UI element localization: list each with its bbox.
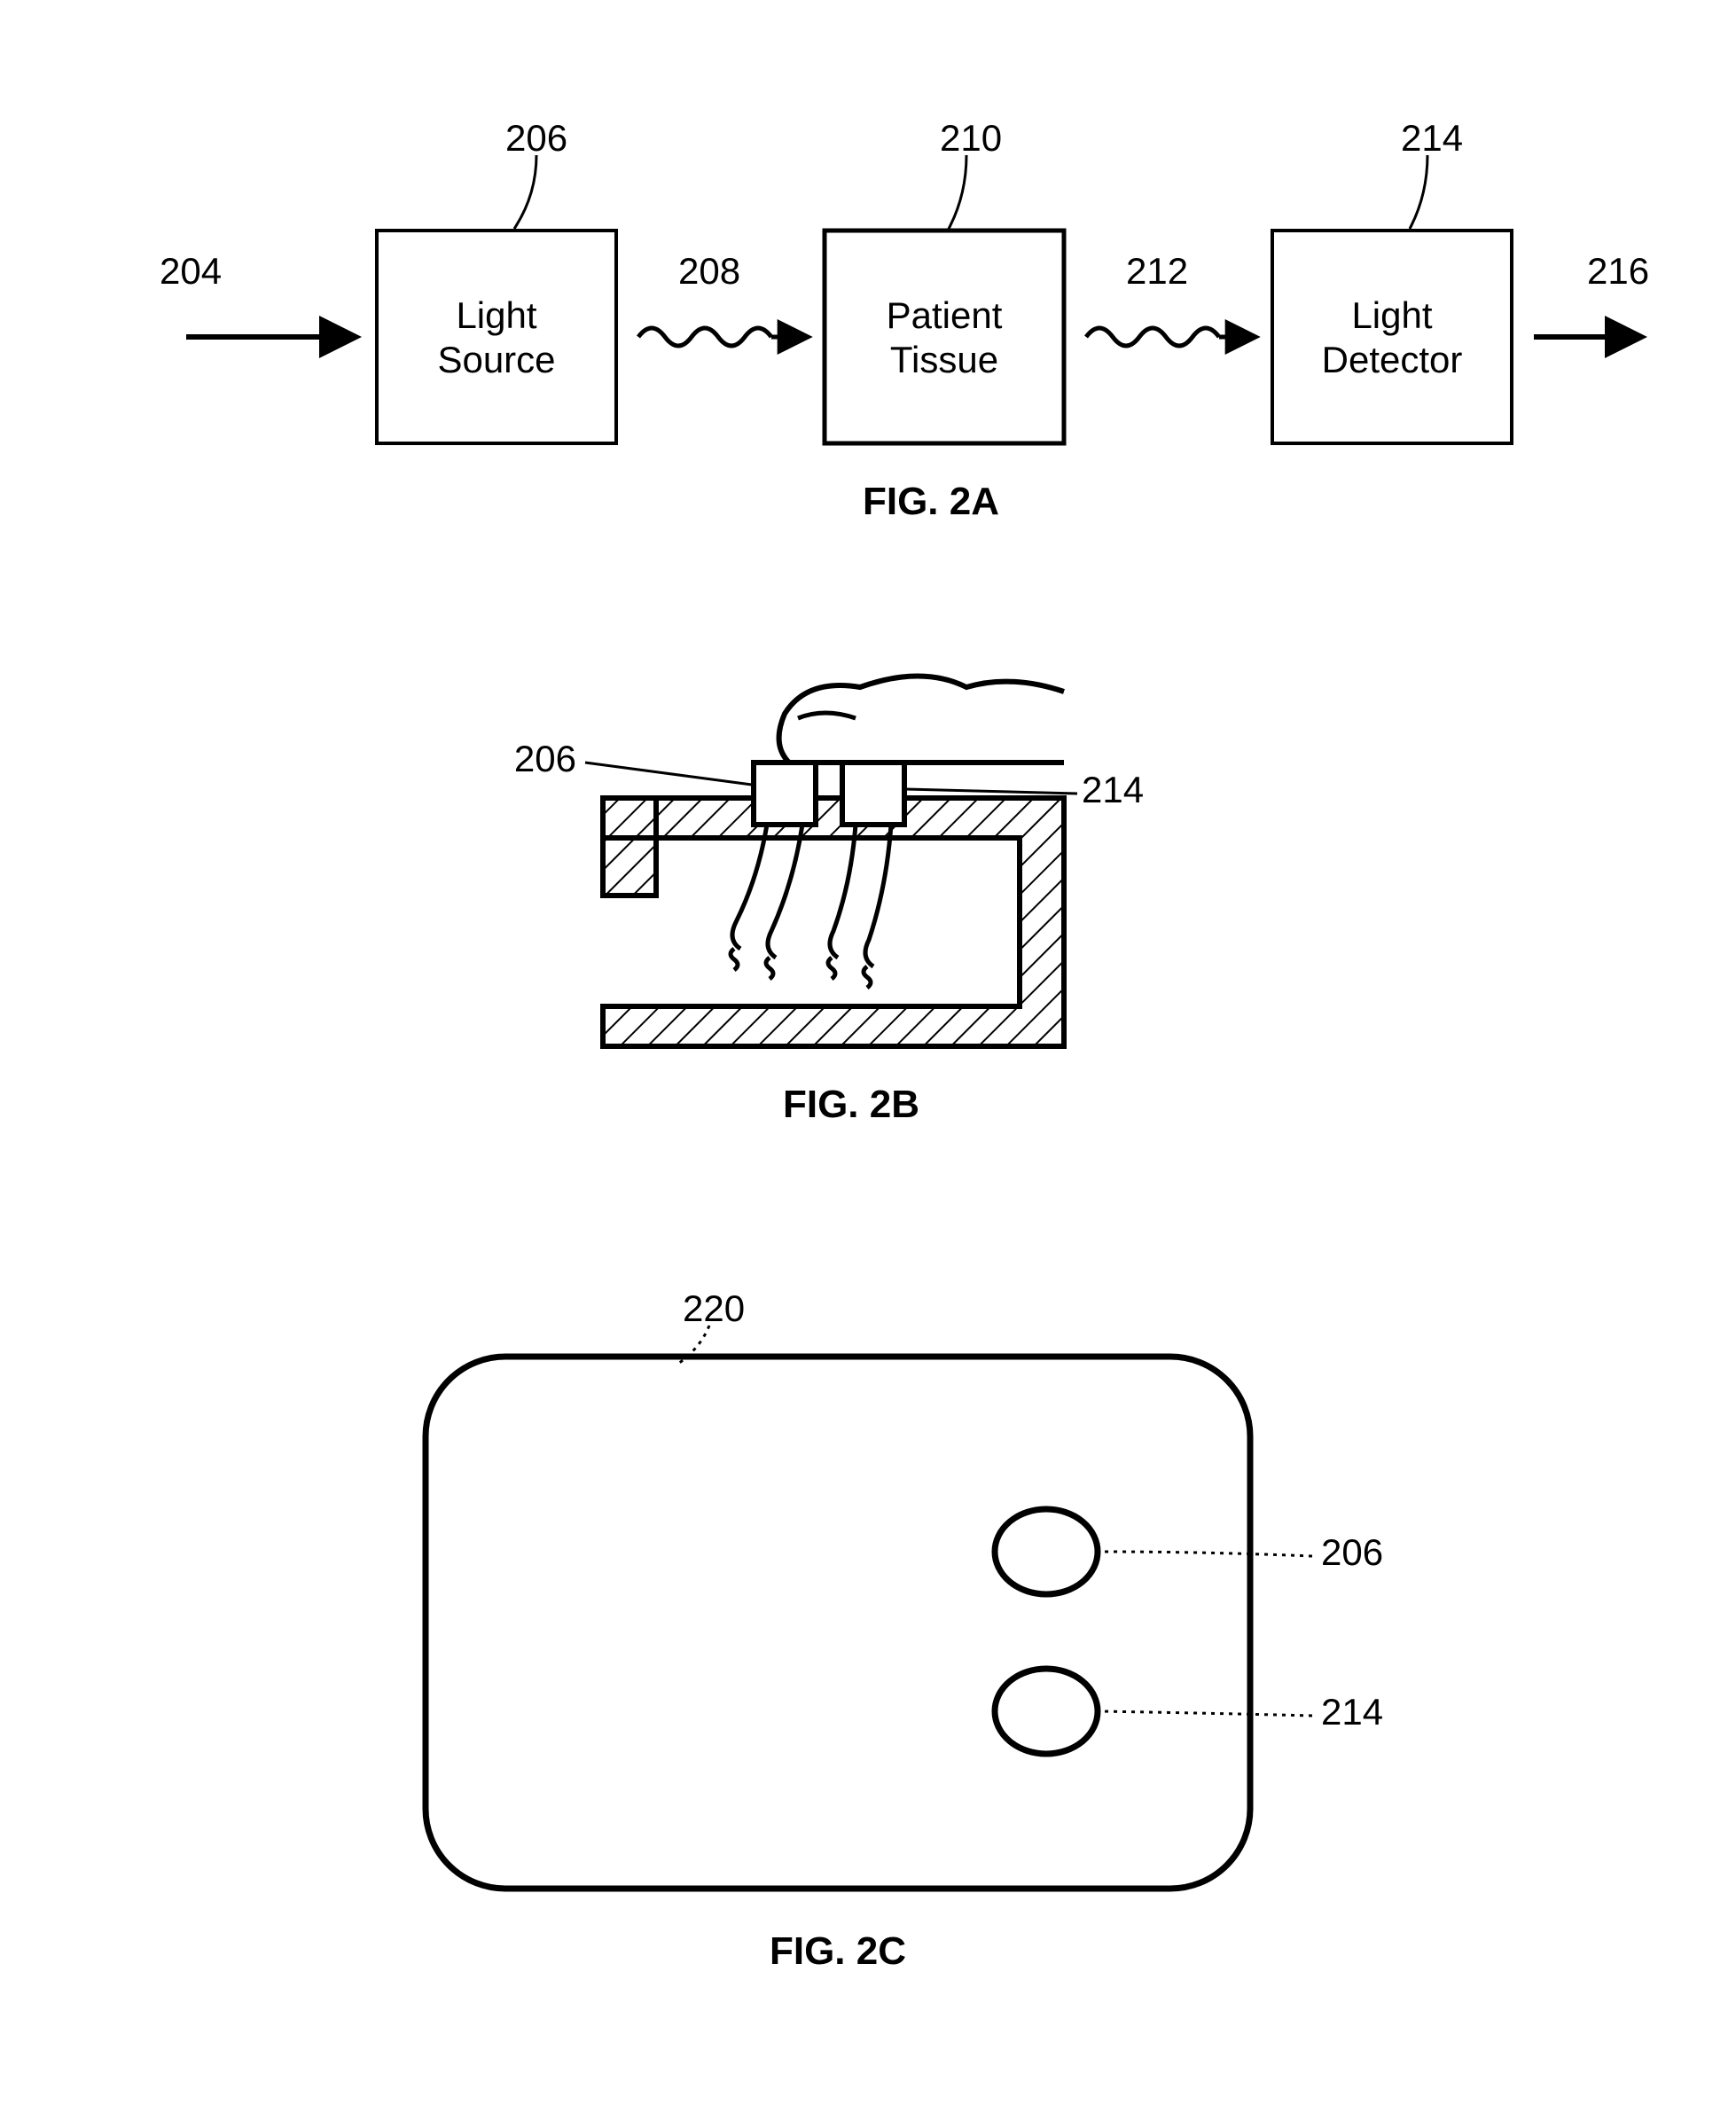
ref-212: 212 xyxy=(1126,250,1188,292)
wave-212 xyxy=(1086,328,1219,346)
box-patient-tissue-line1: Patient xyxy=(887,294,1003,336)
sensor-window-top xyxy=(995,1509,1098,1594)
ref-214: 214 xyxy=(1401,117,1463,159)
box-light-source-line2: Source xyxy=(437,339,555,380)
fig-2a: Light Source Patient Tissue Light Detect… xyxy=(160,117,1649,523)
fig-2c-caption: FIG. 2C xyxy=(770,1929,906,1973)
ref-206: 206 xyxy=(505,117,567,159)
box-patient-tissue: Patient Tissue xyxy=(825,231,1064,443)
ref-206-c: 206 xyxy=(1321,1531,1383,1573)
box-light-source-line1: Light xyxy=(456,294,536,336)
fig-2b-caption: FIG. 2B xyxy=(783,1083,919,1126)
finger-outline xyxy=(779,677,1064,763)
leader-206-c xyxy=(1099,1552,1312,1556)
ref-214-b: 214 xyxy=(1082,769,1144,810)
ref-220: 220 xyxy=(683,1287,745,1329)
leader-206 xyxy=(514,155,536,229)
ref-204: 204 xyxy=(160,250,222,292)
ref-206-b: 206 xyxy=(514,738,576,779)
wave-208 xyxy=(638,328,771,346)
box-light-detector-line2: Detector xyxy=(1322,339,1463,380)
fig-2a-caption: FIG. 2A xyxy=(863,480,999,523)
housing-hatched xyxy=(603,798,1064,1046)
leader-210 xyxy=(949,155,966,229)
ref-210: 210 xyxy=(940,117,1002,159)
wires-left xyxy=(731,825,802,979)
leader-214-b xyxy=(906,789,1077,794)
leader-214 xyxy=(1410,155,1427,229)
sensor-block-right xyxy=(842,763,904,825)
sensor-window-bottom xyxy=(995,1669,1098,1754)
ref-214-c: 214 xyxy=(1321,1691,1383,1733)
fingernail xyxy=(798,713,856,718)
box-light-detector-line1: Light xyxy=(1351,294,1432,336)
ref-216: 216 xyxy=(1587,250,1649,292)
leader-214-c xyxy=(1099,1711,1312,1716)
box-light-source: Light Source xyxy=(377,231,616,443)
fig-2b: 206 214 FIG. 2B xyxy=(514,677,1144,1127)
fig-2c: 220 206 214 FIG. 2C xyxy=(426,1287,1383,1973)
sensor-block-left xyxy=(754,763,816,825)
housing-ledge xyxy=(603,798,656,838)
patent-figure-sheet: Light Source Patient Tissue Light Detect… xyxy=(0,0,1736,2128)
device-outline xyxy=(426,1357,1250,1889)
box-light-detector: Light Detector xyxy=(1272,231,1512,443)
ref-208: 208 xyxy=(678,250,740,292)
box-patient-tissue-line2: Tissue xyxy=(890,339,998,380)
leader-206-b xyxy=(585,763,752,785)
wires-right xyxy=(828,825,891,988)
